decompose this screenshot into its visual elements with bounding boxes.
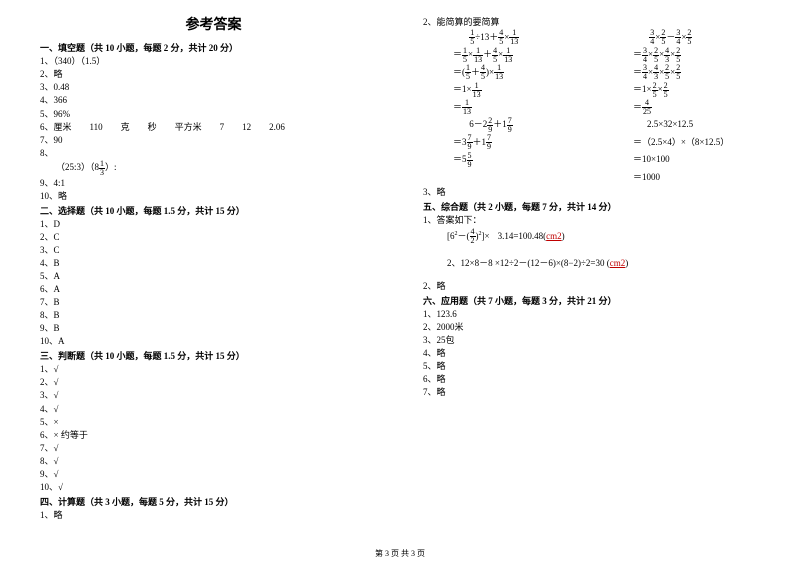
answer-line: 6、略: [423, 373, 770, 386]
math-row: ＝(15＋45)×113 ＝34×43×25×25: [453, 64, 770, 81]
answer-line: 5、略: [423, 360, 770, 373]
underline-unit: cm2: [610, 258, 626, 268]
answer-line: 6、A: [40, 283, 387, 296]
answer-line: 8、 （25:3）（813）:: [40, 147, 387, 177]
answer-line: 5、×: [40, 416, 387, 429]
answer-line: 5、A: [40, 270, 387, 283]
math-left: 6－229＋179: [453, 116, 633, 133]
answer-line: [62－(42)2]×3.14=100.48(cm2): [423, 227, 770, 247]
answer-line: 3、略: [423, 186, 770, 199]
answer-line: 2、√: [40, 376, 387, 389]
answer-line: 4、366: [40, 94, 387, 107]
page-footer: 第 3 页 共 3 页: [0, 548, 800, 559]
section-3-heading: 三、判断题（共 10 小题，每题 1.5 分，共计 15 分）: [40, 350, 387, 363]
answer-line: 2、2000米: [423, 321, 770, 334]
answer-line: 1、123.6: [423, 308, 770, 321]
answer-line: 1、答案如下：: [423, 214, 770, 227]
page: 参考答案 一、填空题（共 10 小题，每题 2 分，共计 20 分） 1、（34…: [0, 0, 800, 540]
math-row: 6－229＋179 2.5×32×12.5: [453, 116, 770, 133]
math-row: ＝559 ＝10×100: [453, 151, 770, 168]
math-row: ＝15×113＋45×113 ＝34×25×43×25: [453, 46, 770, 63]
answer-line: 1、略: [40, 509, 387, 522]
answer-line: 7、√: [40, 442, 387, 455]
answer-8-prefix: 8、: [40, 147, 387, 160]
math-right: ＝425: [633, 99, 652, 116]
answer-line: 1、（340）（1.5）: [40, 55, 387, 68]
underline-unit: cm2: [546, 231, 562, 241]
math-row: ＝379＋179 ＝（2.5×4）×（8×12.5）: [453, 134, 770, 151]
section-2-heading: 二、选择题（共 10 小题，每题 1.5 分，共计 15 分）: [40, 205, 387, 218]
math-right: ＝1000: [633, 169, 660, 186]
math-left: ＝113: [453, 99, 633, 116]
answer-line: 2、C: [40, 231, 387, 244]
answer-line: 4、B: [40, 257, 387, 270]
answer-line: 3、0.48: [40, 81, 387, 94]
math-left: ＝1×113: [453, 81, 633, 98]
answer-line: 3、25包: [423, 334, 770, 347]
answer-line: 7、略: [423, 386, 770, 399]
right-column: 2、能简算的要简算 15÷13＋45×113 34×25－34×25 ＝15×1…: [405, 16, 770, 540]
section-5-heading: 五、综合题（共 2 小题，每题 7 分，共计 14 分）: [423, 201, 770, 214]
math-right: 34×25－34×25: [633, 29, 692, 46]
math-row: ＝1×113 ＝1×25×25: [453, 81, 770, 98]
answer-line: 3、√: [40, 389, 387, 402]
answer-line: 9、B: [40, 322, 387, 335]
answer-line: 4、√: [40, 403, 387, 416]
answer-line: 2、略: [423, 280, 770, 293]
answer-line: 10、√: [40, 481, 387, 494]
answer-line: 5、96%: [40, 108, 387, 121]
section-6-heading: 六、应用题（共 7 小题，每题 3 分，共计 21 分）: [423, 295, 770, 308]
answer-line: 2、12×8－8 ×12÷2－(12－6)×(8−2)÷2=30 (cm2): [423, 257, 770, 270]
answer-line: 10、A: [40, 335, 387, 348]
math-right: ＝（2.5×4）×（8×12.5）: [633, 134, 729, 151]
answer-line: 4、略: [423, 347, 770, 360]
answer-8-text: （25:3）（813）:: [40, 162, 117, 172]
math-right: ＝34×25×43×25: [633, 46, 681, 63]
math-right: ＝10×100: [633, 151, 670, 168]
math-work: 15÷13＋45×113 34×25－34×25 ＝15×113＋45×113 …: [423, 29, 770, 186]
math-right: 2.5×32×12.5: [633, 116, 693, 133]
answer-line: 8、√: [40, 455, 387, 468]
math-left: ＝379＋179: [453, 134, 633, 151]
answer-line: 1、√: [40, 363, 387, 376]
answer-line: 7、90: [40, 134, 387, 147]
math-left: [453, 169, 633, 186]
answer-line: 6、× 约等于: [40, 429, 387, 442]
answer-line: 2、能简算的要简算: [423, 16, 770, 29]
math-left: 15÷13＋45×113: [453, 29, 633, 46]
left-column: 参考答案 一、填空题（共 10 小题，每题 2 分，共计 20 分） 1、（34…: [40, 16, 405, 540]
section-1-heading: 一、填空题（共 10 小题，每题 2 分，共计 20 分）: [40, 42, 387, 55]
answer-line: 9、√: [40, 468, 387, 481]
page-title: 参考答案: [40, 16, 387, 36]
answer-line: 3、C: [40, 244, 387, 257]
answer-line: 2、略: [40, 68, 387, 81]
section-4-heading: 四、计算题（共 3 小题，每题 5 分，共计 15 分）: [40, 496, 387, 509]
answer-line: 7、B: [40, 296, 387, 309]
math-row: 15÷13＋45×113 34×25－34×25: [453, 29, 770, 46]
answer-line: 6、厘米 110 克 秒 平方米 7 12 2.06: [40, 121, 387, 134]
math-left: ＝559: [453, 151, 633, 168]
answer-line: 10、略: [40, 190, 387, 203]
answer-line: 8、B: [40, 309, 387, 322]
answer-line: 1、D: [40, 218, 387, 231]
math-left: ＝15×113＋45×113: [453, 46, 633, 63]
math-left: ＝(15＋45)×113: [453, 64, 633, 81]
math-row: ＝113 ＝425: [453, 99, 770, 116]
answer-line: 9、4:1: [40, 177, 387, 190]
math-right: ＝1×25×25: [633, 81, 669, 98]
math-right: ＝34×43×25×25: [633, 64, 681, 81]
math-row: ＝1000: [453, 169, 770, 186]
